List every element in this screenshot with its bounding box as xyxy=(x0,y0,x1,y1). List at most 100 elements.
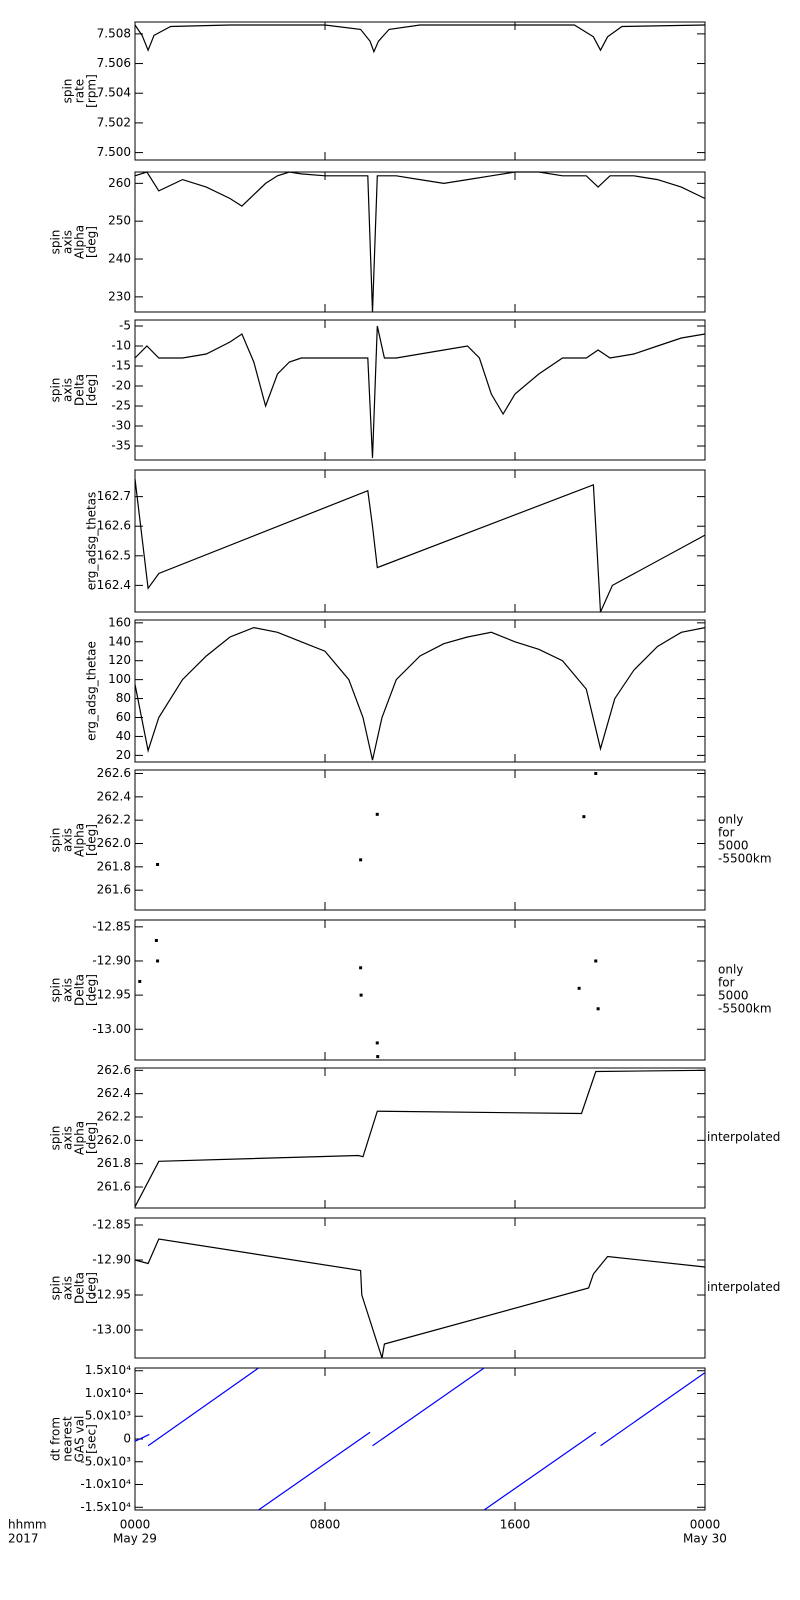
y-tick-label: -12.90 xyxy=(92,1253,131,1267)
y-tick-label: -13.00 xyxy=(92,1323,131,1337)
y-axis-label: spin xyxy=(49,1126,63,1151)
y-tick-label: -13.00 xyxy=(92,1022,131,1036)
y-axis-label: axis xyxy=(61,230,75,254)
y-tick-label: 160 xyxy=(108,615,131,629)
y-axis-label: spin xyxy=(49,378,63,403)
y-axis-label: Alpha xyxy=(73,1121,87,1155)
data-point xyxy=(359,993,363,997)
side-note: only xyxy=(718,963,743,977)
side-note: 5000 xyxy=(718,989,749,1003)
data-line xyxy=(134,1069,706,1208)
panel-frame xyxy=(134,469,706,613)
data-point xyxy=(594,772,598,775)
y-axis-label: spin xyxy=(49,1276,63,1301)
data-line xyxy=(134,24,706,54)
y-tick-label: -25 xyxy=(111,399,131,413)
y-axis-label: [deg] xyxy=(85,226,99,258)
y-tick-label: 162.4 xyxy=(97,578,131,592)
y-tick-label: -15 xyxy=(111,359,131,373)
y-axis-label: Delta xyxy=(73,374,87,406)
y-tick-label: 7.502 xyxy=(97,115,131,129)
data-point xyxy=(577,986,581,990)
y-tick-label: 261.8 xyxy=(97,859,131,873)
y-tick-label: -12.85 xyxy=(92,919,131,933)
y-axis-label: axis xyxy=(61,1276,75,1300)
y-tick-label: 262.6 xyxy=(97,1063,131,1077)
y-tick-label: 261.8 xyxy=(97,1156,131,1170)
y-tick-label: -12.85 xyxy=(92,1218,131,1232)
y-tick-label: 7.508 xyxy=(97,26,131,40)
y-tick-label: -20 xyxy=(111,379,131,393)
panel-frame xyxy=(134,171,706,313)
y-tick-label: 0 xyxy=(123,1432,131,1446)
data-line xyxy=(134,325,706,459)
y-axis-label: [sec] xyxy=(85,1424,99,1454)
y-tick-label: -1.5x10⁴ xyxy=(80,1500,131,1514)
y-axis-label: Alpha xyxy=(73,823,87,857)
y-axis-label: [deg] xyxy=(85,1272,99,1304)
y-tick-label: 1.0x10⁴ xyxy=(85,1386,131,1400)
y-tick-label: -30 xyxy=(111,419,131,433)
data-point xyxy=(375,1041,379,1045)
data-point xyxy=(376,1055,380,1059)
y-axis-label: dt from xyxy=(49,1417,63,1461)
y-tick-label: 240 xyxy=(108,252,131,266)
data-point xyxy=(375,812,379,816)
y-tick-label: 40 xyxy=(116,729,131,743)
y-tick-label: 162.6 xyxy=(97,519,131,533)
side-note: for xyxy=(718,976,735,990)
y-tick-label: -5.0x10³ xyxy=(80,1454,131,1468)
side-note: 5000 xyxy=(718,839,749,853)
x-tick-label: 0800 xyxy=(310,1518,341,1532)
data-line xyxy=(134,478,706,613)
y-tick-label: 250 xyxy=(108,214,131,228)
panel-frame xyxy=(134,1067,706,1209)
y-tick-label: 230 xyxy=(108,289,131,303)
panel-frame xyxy=(134,319,706,461)
data-point xyxy=(359,966,363,970)
data-point xyxy=(138,979,142,983)
y-tick-label: -12.95 xyxy=(92,988,131,1002)
panel-frame xyxy=(134,619,706,763)
y-tick-label: -12.95 xyxy=(92,1288,131,1302)
y-axis-label: spin xyxy=(61,79,75,104)
side-note: -5500km xyxy=(718,1002,772,1016)
y-tick-label: 262.2 xyxy=(97,1110,131,1124)
y-tick-label: -5 xyxy=(119,319,131,333)
y-axis-label: erg_adsg_thetae xyxy=(85,641,99,741)
x-tick-label: 1600 xyxy=(500,1518,531,1532)
y-axis-label: Delta xyxy=(73,974,87,1006)
y-tick-label: 260 xyxy=(108,176,131,190)
y-tick-label: 261.6 xyxy=(97,883,131,897)
y-axis-label: Alpha xyxy=(73,225,87,259)
y-tick-label: -1.0x10⁴ xyxy=(80,1477,131,1491)
panel-frame xyxy=(134,1367,706,1511)
y-axis-label: axis xyxy=(61,1126,75,1150)
y-tick-label: 20 xyxy=(116,748,131,762)
panel-frame xyxy=(134,919,706,1061)
y-axis-label: rate xyxy=(73,79,87,103)
y-tick-label: 5.0x10³ xyxy=(85,1409,131,1423)
y-tick-label: 140 xyxy=(108,634,131,648)
side-note: for xyxy=(718,826,735,840)
y-tick-label: 162.7 xyxy=(97,489,131,503)
data-point xyxy=(156,863,160,866)
y-tick-label: 262.4 xyxy=(97,1086,131,1100)
x-date-label: May 29 xyxy=(113,1532,157,1546)
y-tick-label: 262.4 xyxy=(97,789,131,803)
data-point xyxy=(596,1007,600,1011)
y-axis-label: nearest xyxy=(61,1416,75,1462)
y-tick-label: 7.506 xyxy=(97,56,131,70)
y-axis-label: [deg] xyxy=(85,974,99,1006)
y-tick-label: 262.0 xyxy=(97,1133,131,1147)
y-axis-label: erg_adsg_thetas xyxy=(85,492,99,591)
y-axis-label: spin xyxy=(49,978,63,1003)
y-tick-label: 162.5 xyxy=(97,548,131,562)
time-format-label: hhmm xyxy=(8,1518,47,1532)
x-date-label: May 30 xyxy=(683,1532,727,1546)
x-tick-label: 0000 xyxy=(120,1518,151,1532)
y-tick-label: 1.5x10⁴ xyxy=(85,1363,131,1377)
y-tick-label: 7.500 xyxy=(97,145,131,159)
y-tick-label: -12.90 xyxy=(92,953,131,967)
